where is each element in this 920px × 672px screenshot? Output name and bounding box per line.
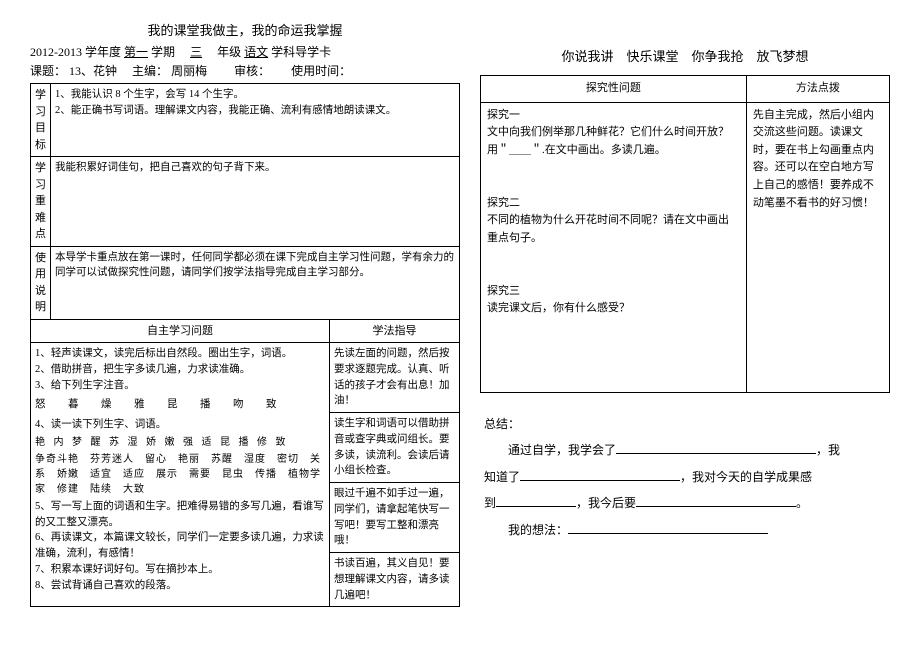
sub-col2: 学法指导 (330, 319, 460, 343)
study-right-3: 眼过千遍不如手过一遍，同学们，请拿起笔快写一写吧！要写工整和漂亮哦！ (330, 483, 460, 553)
diff-label: 学习重难点 (31, 157, 51, 247)
label3: 审核： (234, 64, 264, 78)
blank-1[interactable] (616, 442, 816, 454)
inq-head-2: 方法点拨 (746, 76, 889, 103)
label2: 主编： (132, 64, 168, 78)
l3a: 到 (484, 496, 496, 510)
inquiry-left: 探究一 文中向我们例举那几种鲜花？它们什么时间开放？用＂＿＿＂.在文中画出。多读… (481, 102, 747, 393)
year: 2012-2013 (30, 45, 82, 59)
goal-text: 1、我能认识 8 个生字，会写 14 个生字。 2、能正确书写词语。理解课文内容… (51, 84, 460, 157)
t1: 学年度 (85, 45, 121, 59)
left-motto: 我的课堂我做主，我的命运我掌握 (30, 20, 460, 39)
l4: 我的想法： (508, 523, 568, 537)
q3-label: 探究三 (487, 283, 740, 301)
sem: 第一 (124, 45, 148, 59)
blank-4[interactable] (636, 495, 796, 507)
t3: 年级 (217, 45, 241, 59)
study-left-2: 4、读一读下列生字、词语。 (35, 417, 325, 433)
inquiry-table: 探究性问题 方法点拨 探究一 文中向我们例举那几种鲜花？它们什么时间开放？用＂＿… (480, 75, 890, 393)
summary-line-2: 知道了 ，我对今天的自学成果感 (484, 464, 886, 490)
summary-line-4: 我的想法： (484, 517, 886, 543)
right-page: 你说我讲 快乐课堂 你争我抢 放飞梦想 探究性问题 方法点拨 探究一 文中向我们… (480, 20, 890, 652)
chars2: 艳 内 梦 醒 苏 湿 娇 嫩 强 适 昆 播 修 致 (35, 435, 325, 450)
words: 争奇斗艳 芬芳迷人 留心 艳丽 苏醒 湿度 密切 关系 娇嫩 适宜 适应 展示 … (35, 452, 325, 497)
right-motto: 你说我讲 快乐课堂 你争我抢 放飞梦想 (480, 46, 890, 65)
grade: 三 (190, 45, 202, 59)
l1b: ，我 (816, 443, 840, 457)
author: 周丽梅 (171, 64, 207, 78)
sub-col1: 自主学习问题 (31, 319, 330, 343)
summary: 总结： 通过自学，我学会了 ，我 知道了 ，我对今天的自学成果感 到 ，我今后要 。 我… (480, 411, 890, 543)
summary-line-3: 到 ，我今后要 。 (484, 490, 886, 516)
blank-3[interactable] (496, 495, 576, 507)
q1-label: 探究一 (487, 107, 740, 125)
l2a: 知道了 (484, 470, 520, 484)
q3-text: 读完课文后，你有什么感受？ (487, 300, 740, 318)
label1: 课题： (30, 64, 66, 78)
use-text: 本导学卡重点放在第一课时，任何同学都必须在课下完成自主学习性问题，学有余力的同学… (51, 246, 460, 319)
course-line: 课题： 13、花钟 主编： 周丽梅 审核： 使用时间： (30, 62, 460, 79)
blank-2[interactable] (520, 469, 680, 481)
study-left: 1、轻声读课文，读完后标出自然段。圈出生字，词语。 2、借助拼音，把生字多读几遍… (31, 343, 330, 607)
summary-title: 总结： (484, 411, 886, 437)
diff-text: 我能积累好词佳句，把自己喜欢的句子背下来。 (51, 157, 460, 247)
study-right-1: 先读左面的问题，然后按要求逐题完成。认真、听话的孩子才会有出息！加油！ (330, 343, 460, 413)
main-table: 学习目标 1、我能认识 8 个生字，会写 14 个生字。 2、能正确书写词语。理… (30, 83, 460, 607)
blank-5[interactable] (568, 522, 768, 534)
left-page: 我的课堂我做主，我的命运我掌握 2012-2013 学年度 第一 学期 三 年级… (30, 20, 460, 652)
q2-text: 不同的植物为什么开花时间不同呢？请在文中画出重点句子。 (487, 212, 740, 247)
q2-label: 探究二 (487, 195, 740, 213)
l1a: 通过自学，我学会了 (508, 443, 616, 457)
study-right-2: 读生字和词语可以借助拼音或查字典或问组长。要多读，读流利。会读后请小组长检查。 (330, 413, 460, 483)
l3b: ，我今后要 (576, 496, 636, 510)
l2b: ，我对今天的自学成果感 (680, 470, 812, 484)
tips: 先自主完成，然后小组内交流这些问题。读课文时，要在书上勾画重点内容。还可以在空白… (746, 102, 889, 393)
title: 13、花钟 (69, 64, 117, 78)
summary-line-1: 通过自学，我学会了 ，我 (484, 437, 886, 463)
chars1: 怒 暮 燥 雅 昆 播 吻 致 (35, 397, 325, 413)
study-right-4: 书读百遍，其义自见！要想理解课文内容，请多读几遍吧！ (330, 553, 460, 607)
study-left-3: 5、写一写上面的词语和生字。把难得易错的多写几遍，看谁写的又工整又漂亮。 6、再… (35, 499, 325, 594)
t2: 学期 (151, 45, 175, 59)
use-label: 使用说明 (31, 246, 51, 319)
subj: 语文 (244, 45, 268, 59)
l3c: 。 (796, 496, 808, 510)
header-line: 2012-2013 学年度 第一 学期 三 年级 语文 学科导学卡 (30, 43, 460, 60)
study-left-1: 1、轻声读课文，读完后标出自然段。圈出生字，词语。 2、借助拼音，把生字多读几遍… (35, 346, 325, 393)
q1-text: 文中向我们例举那几种鲜花？它们什么时间开放？用＂＿＿＂.在文中画出。多读几遍。 (487, 124, 740, 159)
goal-label: 学习目标 (31, 84, 51, 157)
t4: 学科导学卡 (271, 45, 331, 59)
label4: 使用时间： (291, 64, 351, 78)
inq-head-1: 探究性问题 (481, 76, 747, 103)
